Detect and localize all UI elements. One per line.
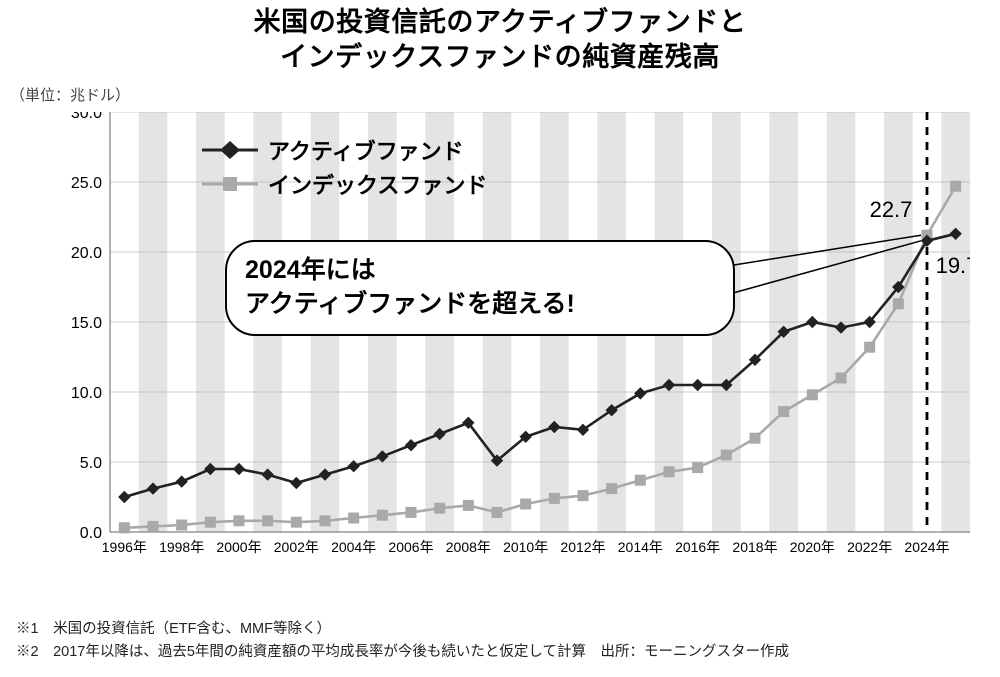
svg-text:2012年: 2012年 [560,539,605,555]
svg-text:1998年: 1998年 [159,539,204,555]
svg-text:2018年: 2018年 [732,539,777,555]
legend-row-index: インデックスファンド [200,169,487,199]
svg-text:2016年: 2016年 [675,539,720,555]
chart-title-line1: 米国の投資信託のアクティブファンドと [254,7,747,37]
svg-text:2002年: 2002年 [274,539,319,555]
svg-text:0.0: 0.0 [80,525,102,542]
svg-text:25.0: 25.0 [71,175,102,192]
svg-text:30.0: 30.0 [71,112,102,122]
callout-line2: アクティブファンドを超える! [245,290,575,318]
svg-text:10.0: 10.0 [71,385,102,402]
svg-text:2010年: 2010年 [503,539,548,555]
legend-row-active: アクティブファンド [200,135,487,165]
legend-label-active: アクティブファンド [268,134,464,166]
svg-text:2004年: 2004年 [331,539,376,555]
callout-bubble: 2024年には アクティブファンドを超える! [225,240,735,336]
footnote-1: ※1 米国の投資信託（ETF含む、MMF等除く） [16,617,996,638]
legend-swatch-active [200,139,260,161]
legend-swatch-index [200,173,260,195]
svg-text:2022年: 2022年 [847,539,892,555]
svg-text:2024年: 2024年 [904,539,949,555]
svg-text:1996年: 1996年 [102,539,147,555]
unit-label: （単位：兆ドル） [10,84,130,105]
svg-text:2014年: 2014年 [618,539,663,555]
svg-text:2008年: 2008年 [446,539,491,555]
svg-text:20.0: 20.0 [71,245,102,262]
callout-line1: 2024年には [245,256,376,284]
svg-text:22.7: 22.7 [870,197,913,222]
svg-text:5.0: 5.0 [80,455,102,472]
svg-text:2006年: 2006年 [388,539,433,555]
legend-label-index: インデックスファンド [268,168,487,200]
svg-text:15.0: 15.0 [71,315,102,332]
svg-text:2000年: 2000年 [216,539,261,555]
svg-text:19.7: 19.7 [936,253,970,278]
footnote-2: ※2 2017年以降は、過去5年間の純資産額の平均成長率が今後も続いたと仮定して… [16,640,996,661]
chart-title-line2: インデックスファンドの純資産残高 [280,42,720,72]
svg-text:2020年: 2020年 [790,539,835,555]
chart-legend: アクティブファンド インデックスファンド [200,135,487,203]
